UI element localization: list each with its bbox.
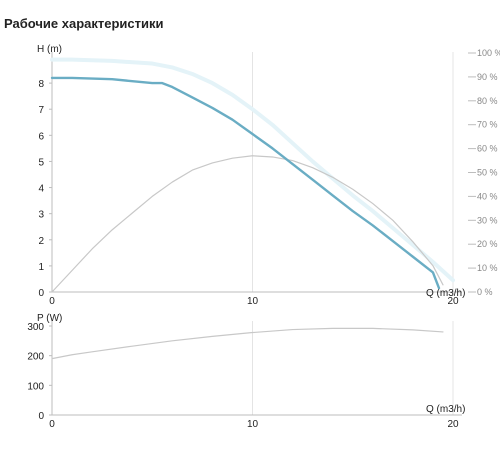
h-chart-y2-tick-label: 70 % [477, 120, 498, 130]
p-chart-x-axis-label: Q (m3/h) [426, 404, 465, 415]
p-chart-y-axis-label: P (W) [37, 313, 62, 324]
p-chart-y-tick-label: 300 [27, 322, 44, 333]
page-title: Рабочие характеристики [4, 16, 164, 31]
h-chart-y-tick-label: 5 [38, 157, 44, 168]
h-chart-y2-tick-label: 30 % [477, 215, 498, 225]
h-chart-y-tick-label: 8 [38, 79, 44, 90]
h-chart-series-line-3 [51, 155, 444, 293]
h-chart-y2-tick-label: 10 % [477, 263, 498, 273]
h-chart-y-tick-label: 3 [38, 210, 44, 221]
h-chart-y-axis-label: H (m) [37, 44, 62, 55]
h-chart-y-tick-label: 1 [38, 262, 44, 273]
p-chart-x-tick-label: 20 [447, 419, 459, 430]
h-chart-y-tick-label: 6 [38, 131, 44, 142]
p-chart-y-tick-label: 0 [38, 411, 44, 422]
h-chart-x-axis-label: Q (m3/h) [426, 288, 465, 299]
h-chart-y-tick-label: 0 [38, 288, 44, 299]
h-chart-y2-tick-label: 80 % [477, 96, 498, 106]
h-chart-y2-tick-label: 50 % [477, 168, 498, 178]
h-chart-x-tick-label: 0 [49, 296, 55, 307]
h-chart-y2-tick-label: 90 % [477, 72, 498, 82]
h-chart-y-tick-label: 2 [38, 236, 44, 247]
p-chart-y-tick-label: 100 [27, 381, 44, 392]
h-chart-y-tick-label: 7 [38, 105, 44, 116]
h-chart-y2-tick-label: 40 % [477, 191, 498, 201]
h-chart-y2-tick-label: 60 % [477, 144, 498, 154]
h-chart-series-line-2 [50, 57, 455, 283]
h-chart-y2-tick-label: 20 % [477, 239, 498, 249]
h-chart-y2-tick-label: 0 % [477, 287, 493, 297]
h-chart-x-tick-label: 20 [447, 296, 459, 307]
p-chart-series-line-1 [51, 327, 444, 360]
h-chart-y-tick-label: 4 [38, 184, 44, 195]
p-chart-x-tick-label: 10 [247, 419, 259, 430]
p-chart-x-tick-label: 0 [49, 419, 55, 430]
h-chart-series-line-1 [50, 76, 441, 290]
h-chart-x-tick-label: 10 [247, 296, 259, 307]
h-chart-y2-tick-label: 100 % [477, 48, 500, 58]
p-chart-y-tick-label: 200 [27, 352, 44, 363]
